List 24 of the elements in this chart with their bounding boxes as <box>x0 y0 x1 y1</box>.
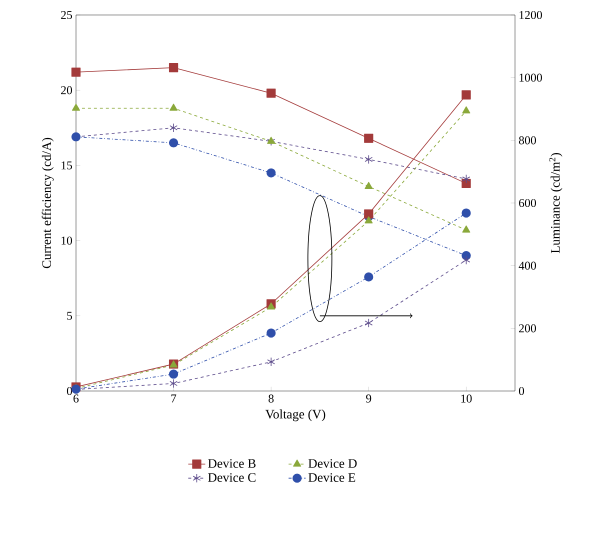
y2-axis-title: Luminance (cd/m$^{2}$) <box>549 153 562 254</box>
x-axis-title: Voltage (V) <box>265 409 326 422</box>
y2-tick-label: 1200 <box>520 10 542 20</box>
y-tick-label: 20 <box>61 86 72 94</box>
x-tick-label: 10 <box>461 394 472 403</box>
y-tick-label: 5 <box>67 312 72 320</box>
y-axis-title: Current efficiency (cd/A) <box>42 138 54 268</box>
y-tick-label: 15 <box>62 161 72 170</box>
y2-tick-label: 800 <box>518 136 536 144</box>
y2-tick-label: 200 <box>519 324 536 332</box>
legend-label: Device E <box>308 473 356 482</box>
y2-tick-label: 600 <box>519 198 536 208</box>
x-tick-label: 9 <box>366 394 372 403</box>
x-tick-label: 7 <box>171 394 176 402</box>
y2-tick-label: 1000 <box>520 74 542 82</box>
legend-label: Device B <box>208 459 256 468</box>
x-tick-label: 6 <box>74 394 79 403</box>
y-tick-label: 25 <box>61 10 72 20</box>
y2-tick-label: 0 <box>518 386 524 396</box>
legend-label: Device D <box>308 459 357 468</box>
y2-tick-label: 400 <box>518 262 536 270</box>
y-tick-label: 10 <box>62 236 72 245</box>
legend-label: Device C <box>208 473 256 482</box>
x-tick-label: 8 <box>268 394 274 403</box>
